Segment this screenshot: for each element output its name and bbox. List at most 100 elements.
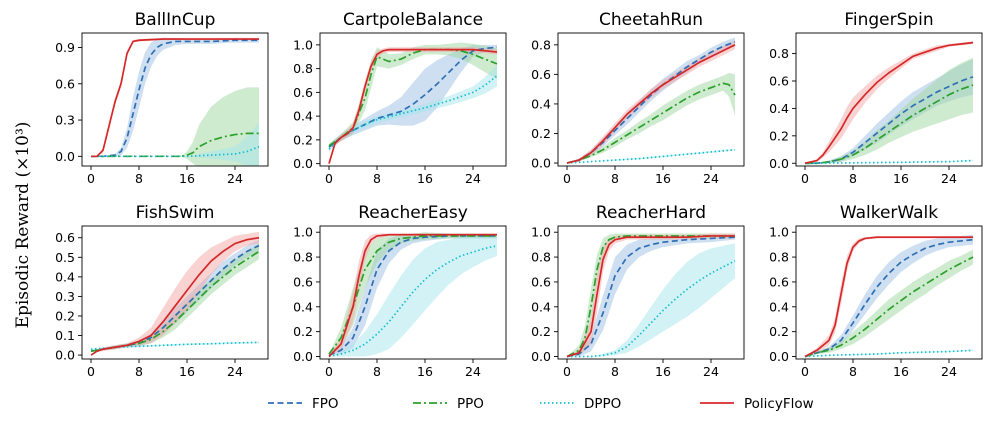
y-tick-label: 0.4 [531, 299, 551, 314]
x-tick-label: 8 [373, 364, 381, 379]
y-tick-label: 0.4 [531, 96, 551, 111]
y-tick-label: 0.8 [769, 46, 789, 61]
line-ppo [328, 235, 497, 355]
line-policyflow [804, 236, 973, 358]
x-tick-label: 8 [373, 171, 381, 186]
subplot-reacherhard: ReacherHard 0 8 16 24 0.0 0.2 0.4 0.6 0.8 1.0 [531, 203, 745, 379]
line-ppo [805, 84, 974, 165]
subplot-title: CartpoleBalance [343, 10, 483, 30]
y-tick-label: 0.6 [293, 85, 313, 100]
band-fpo [567, 37, 735, 164]
subplot-title: ReacherHard [596, 203, 706, 223]
line-dppo [328, 245, 498, 358]
y-tick-label: 0.6 [769, 274, 789, 289]
x-tick-label: 8 [611, 364, 619, 379]
y-tick-label: 0.2 [531, 324, 551, 339]
y-tick-label: 0.8 [531, 37, 551, 52]
y-tick-label: 0.6 [769, 73, 789, 88]
band-fpo [329, 233, 497, 356]
line-policyflow [90, 236, 260, 356]
y-tick-label: 0.0 [531, 349, 551, 364]
y-tick-label: 0.0 [769, 156, 789, 171]
y-tick-label: 0.8 [769, 250, 789, 265]
band-policyflow [567, 40, 735, 164]
y-tick-label: 0.6 [55, 230, 75, 245]
line-fpo [804, 238, 974, 358]
x-tick-label: 16 [893, 171, 909, 186]
x-tick-label: 0 [87, 171, 95, 186]
y-tick-label: 0.8 [293, 61, 313, 76]
line-dppo [567, 260, 736, 358]
axes-frame [81, 225, 269, 360]
subplot-ballincup: BallInCup 0 8 16 24 0.0 0.3 0.6 0.9 [55, 10, 269, 186]
y-tick-label: 0.0 [55, 149, 75, 164]
line-dppo [91, 145, 260, 158]
axes-frame [81, 32, 269, 167]
y-tick-label: 0.1 [55, 328, 75, 343]
x-tick-label: 16 [417, 364, 433, 379]
y-tick-label: 0.4 [293, 109, 313, 124]
band-ppo [91, 87, 259, 166]
x-tick-label: 24 [227, 364, 243, 379]
y-tick-label: 0.4 [769, 299, 789, 314]
subplot-reachereasy: ReacherEasy 0 8 16 24 0.0 0.2 0.4 0.6 0.8 1.0 [293, 203, 507, 379]
x-tick-label: 24 [703, 171, 719, 186]
line-fpo [805, 76, 974, 165]
y-tick-label: 0.0 [531, 156, 551, 171]
x-tick-label: 0 [801, 171, 809, 186]
y-tick-label: 0.0 [293, 349, 313, 364]
line-policyflow [566, 44, 736, 164]
y-tick-label: 0.6 [55, 76, 75, 91]
axes-frame [557, 32, 745, 167]
x-tick-label: 16 [179, 171, 195, 186]
line-fpo [566, 236, 736, 358]
line-ppo [566, 82, 736, 164]
axes-frame [795, 32, 983, 167]
x-tick-label: 16 [179, 364, 195, 379]
x-tick-label: 24 [465, 171, 481, 186]
line-policyflow [804, 41, 974, 165]
x-tick-label: 16 [893, 364, 909, 379]
subplot-fishswim: FishSwim 0 8 16 24 0.0 0.1 0.2 0.3 0.4 0.5 0.6 [55, 203, 269, 379]
y-tick-label: 0.8 [531, 250, 551, 265]
x-tick-label: 8 [135, 364, 143, 379]
x-tick-label: 16 [655, 171, 671, 186]
legend-label-dppo: DPPO [584, 396, 621, 412]
line-dppo [804, 349, 974, 358]
x-tick-label: 0 [563, 171, 571, 186]
y-tick-label: 0.3 [55, 113, 75, 128]
line-policyflow [328, 48, 498, 164]
legend: FPO PPO DPPO PolicyFlow [268, 396, 814, 412]
axes-frame [557, 225, 745, 360]
x-tick-label: 24 [703, 364, 719, 379]
line-policyflow [328, 233, 497, 358]
y-tick-label: 0.0 [769, 349, 789, 364]
band-dppo [91, 122, 259, 166]
x-tick-label: 0 [563, 364, 571, 379]
band-fpo [805, 234, 973, 357]
y-tick-label: 0.4 [769, 101, 789, 116]
band-policyflow [91, 231, 259, 356]
x-tick-label: 16 [655, 364, 671, 379]
line-fpo [91, 39, 259, 158]
band-ppo [805, 57, 973, 164]
x-tick-label: 0 [87, 364, 95, 379]
y-tick-label: 0.2 [293, 132, 313, 147]
subplot-walkerwalk: WalkerWalk 0 8 16 24 0.0 0.2 0.4 0.6 0.8 1.0 [769, 203, 983, 379]
y-tick-label: 0.2 [293, 324, 313, 339]
subplot-title: BallInCup [135, 10, 216, 30]
band-dppo [329, 235, 497, 357]
axes-frame [795, 225, 983, 360]
y-tick-label: 0.6 [293, 274, 313, 289]
y-tick-label: 0.3 [55, 289, 75, 304]
legend-label-ppo: PPO [457, 396, 484, 412]
x-tick-label: 0 [325, 364, 333, 379]
y-tick-label: 0.5 [55, 250, 75, 265]
line-dppo [804, 159, 974, 165]
band-fpo [91, 37, 259, 157]
y-tick-label: 1.0 [293, 225, 313, 240]
x-tick-label: 24 [227, 171, 243, 186]
x-tick-label: 24 [941, 171, 957, 186]
subplot-title: CheetahRun [599, 10, 703, 30]
